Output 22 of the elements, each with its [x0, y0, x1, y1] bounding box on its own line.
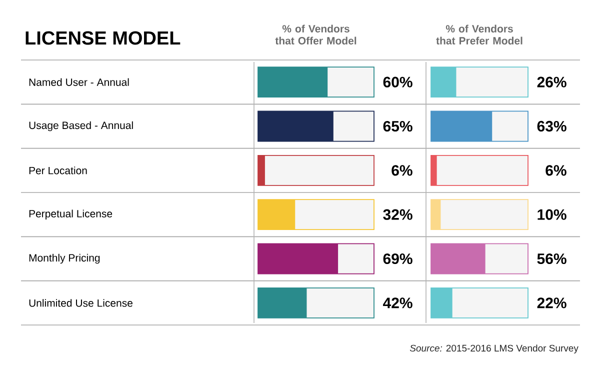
data-label: 6% — [546, 165, 566, 176]
data-label: 69% — [383, 253, 412, 264]
text: Source: 2015-2016 LMS Vendor Survey — [410, 344, 578, 354]
data-label: 32% — [383, 209, 412, 220]
data-label: 22% — [537, 298, 566, 308]
y-axis-title: LICENSE MODEL — [26, 31, 180, 45]
data-label: 6% — [392, 165, 412, 176]
data-label: 42% — [383, 298, 412, 308]
data-label: 60% — [383, 76, 412, 88]
data-label: 56% — [537, 253, 566, 264]
y-tick-label: Named User - Annual — [29, 78, 129, 86]
data-label: 10% — [538, 209, 566, 220]
data-label: 26% — [537, 76, 566, 88]
y-tick-label: Per Location — [29, 166, 87, 174]
chart-title: % of Vendors that Prefer Model — [436, 24, 522, 44]
y-tick-label: Perpetual License — [29, 210, 112, 220]
data-label: 65% — [383, 120, 412, 132]
y-tick-label: Usage Based - Annual — [29, 121, 133, 132]
y-tick-label: Monthly Pricing — [29, 254, 100, 264]
y-tick-label: Unlimited Use License — [29, 299, 132, 307]
data-label: 63% — [537, 120, 566, 132]
chart-title: % of Vendors that Offer Model — [275, 24, 356, 44]
